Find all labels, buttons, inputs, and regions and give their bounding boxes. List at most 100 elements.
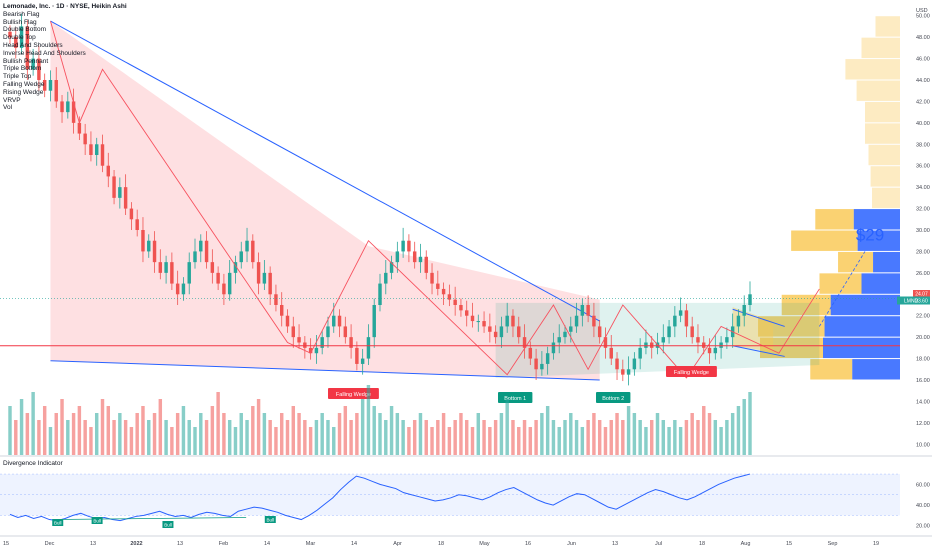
candle-body <box>239 251 243 263</box>
candle-body <box>453 299 457 305</box>
candle-body <box>199 240 203 252</box>
indicator-axis-tick: 20.00 <box>916 524 930 530</box>
vrvp-down-bar <box>845 59 900 80</box>
time-axis-tick: 14 <box>351 541 357 547</box>
vrvp-down-bar <box>810 359 853 380</box>
pattern-label-text: Bottom 2 <box>602 396 624 402</box>
price-axis-tick: 12.00 <box>916 421 930 427</box>
legend-triple-top[interactable]: Triple Top <box>3 73 32 81</box>
volume-bar <box>94 413 99 455</box>
candle-body <box>673 315 677 327</box>
volume-bar <box>54 413 58 455</box>
time-axis-tick: 15 <box>786 541 792 547</box>
candle-body <box>256 262 261 284</box>
legend-bullish-flag[interactable]: Bullish Flag <box>3 18 37 26</box>
volume-bar <box>210 406 215 455</box>
time-axis-tick: Dec <box>45 541 55 547</box>
legend-inverse-head-and-shoulders[interactable]: Inverse Head And Shoulders <box>3 49 86 57</box>
legend-double-bottom[interactable]: Double Bottom <box>3 26 46 34</box>
pattern-label-text: Falling Wedge <box>674 370 709 376</box>
volume-bar <box>14 420 18 455</box>
volume-bar <box>77 406 82 455</box>
candle-body <box>60 101 64 113</box>
candle-body <box>517 326 521 338</box>
candle-body <box>725 337 729 343</box>
candle-body <box>320 337 324 348</box>
time-axis-tick: Feb <box>219 541 228 547</box>
price-axis-tick: 46.00 <box>916 57 930 63</box>
time-axis-tick: May <box>479 541 490 547</box>
candle-body <box>621 369 625 375</box>
candle-body <box>684 310 689 327</box>
legend-falling-wedge[interactable]: Falling Wedge <box>3 80 45 88</box>
candle-body <box>175 283 180 295</box>
legend-vol[interactable]: Vol <box>3 104 13 112</box>
candle-body <box>100 144 105 166</box>
indicator-title[interactable]: Divergence Indicator <box>3 460 63 467</box>
volume-bar <box>644 427 648 455</box>
candle-body <box>459 305 463 311</box>
volume-bar <box>661 420 666 455</box>
candle-body <box>31 58 35 70</box>
legend-vrvp[interactable]: VRVP <box>3 96 21 104</box>
candle-body <box>742 305 746 316</box>
volume-bar <box>135 413 139 455</box>
candle-body <box>245 240 249 252</box>
candle-body <box>470 315 475 322</box>
time-axis-tick: 13 <box>90 541 96 547</box>
candle-body <box>118 187 122 198</box>
vrvp-up-bar <box>830 294 900 316</box>
pattern-label-text: Bottom 1 <box>504 396 526 402</box>
volume-bar <box>378 413 382 455</box>
candle-body <box>291 326 296 338</box>
volume-bar <box>60 399 64 455</box>
volume-bar <box>89 427 93 455</box>
candle-body <box>482 321 486 327</box>
volume-bar <box>256 399 261 455</box>
legend-triple-bottom[interactable]: Triple Bottom <box>3 65 42 73</box>
legend-rising-wedge[interactable]: Rising Wedge <box>3 88 44 96</box>
legend-bullish-pennant[interactable]: Bullish Pennant <box>3 57 49 65</box>
volume-bar <box>279 413 284 455</box>
time-axis-tick: 2022 <box>130 541 142 547</box>
candle-body <box>349 337 353 348</box>
volume-bar <box>349 420 353 455</box>
price-axis-unit: USD <box>916 8 928 14</box>
volume-bar <box>337 413 342 455</box>
legend-double-top[interactable]: Double Top <box>3 34 36 42</box>
legend-head-and-shoulders[interactable]: Head And Shoulders <box>3 41 63 49</box>
wedge2-upper-line <box>732 308 785 327</box>
volume-bar <box>655 413 660 455</box>
legend-bearish-flag[interactable]: Bearish Flag <box>3 10 40 18</box>
candle-body <box>540 363 544 370</box>
volume-bar <box>696 420 700 455</box>
vrvp-down-bar <box>865 101 900 123</box>
candle-body <box>71 101 76 123</box>
candle-body <box>626 369 631 375</box>
volume-bar <box>343 406 348 455</box>
candle-body <box>493 331 498 338</box>
volume-bar <box>673 420 677 455</box>
candle-body <box>14 37 18 48</box>
candle-body <box>66 101 70 113</box>
candle-body <box>615 358 619 370</box>
volume-bar <box>216 392 220 455</box>
candle-body <box>181 283 186 295</box>
bull-label-text: Bull <box>93 518 101 523</box>
volume-bar <box>713 420 718 455</box>
candle-body <box>216 272 220 284</box>
candle-body <box>227 272 232 295</box>
vrvp-down-bar <box>760 337 823 359</box>
bull-label-text: Bull <box>164 522 172 527</box>
candle-body <box>557 337 561 343</box>
bull-label-box <box>52 519 64 526</box>
price-axis-tick: 44.00 <box>916 78 930 84</box>
candle-body <box>661 337 666 343</box>
volume-bar <box>597 420 602 455</box>
volume-bar <box>181 406 186 455</box>
vrvp-up-bar <box>853 209 900 230</box>
price-axis-tick: 30.00 <box>916 228 930 234</box>
volume-bar <box>308 427 313 455</box>
volume-bar <box>615 413 619 455</box>
